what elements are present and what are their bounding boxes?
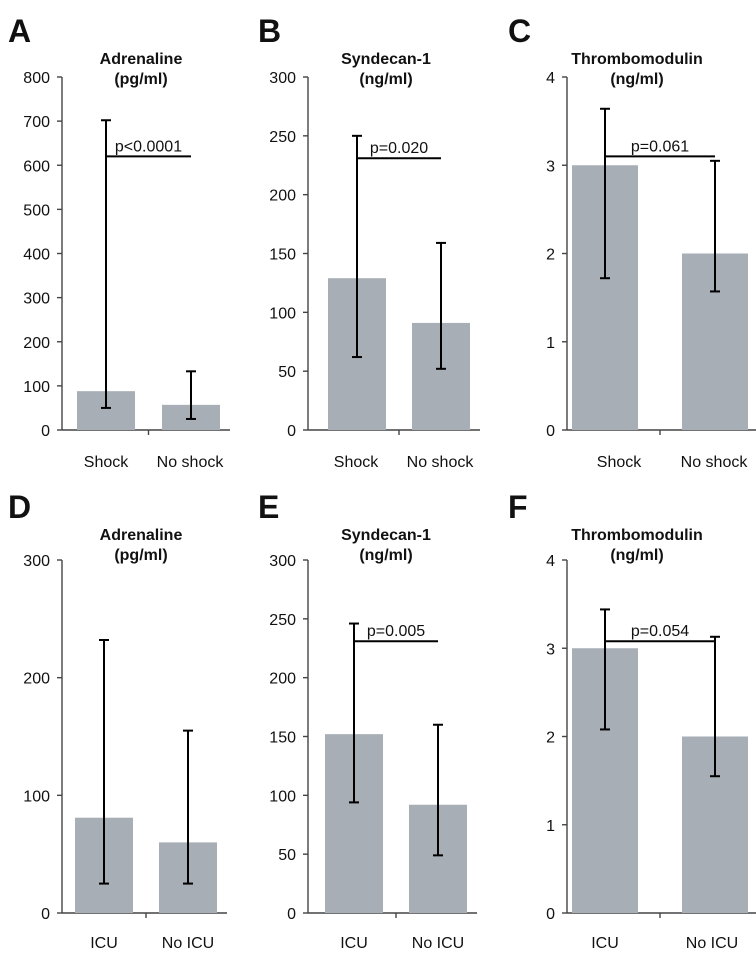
y-tick-label-e: 50 <box>278 847 296 864</box>
y-tick-label-b: 100 <box>269 305 296 322</box>
y-tick-label-b: 0 <box>287 423 296 440</box>
category-label-b-1: Shock <box>334 454 379 471</box>
y-tick-label-b: 300 <box>269 70 296 87</box>
y-tick-label-d: 300 <box>23 553 50 570</box>
category-label-a-2: No shock <box>157 454 225 471</box>
y-tick-label-e: 0 <box>287 906 296 923</box>
y-tick-label-d: 0 <box>41 906 50 923</box>
y-tick-label-a: 300 <box>23 291 50 308</box>
category-label-f-2: No ICU <box>686 935 738 952</box>
y-tick-label-f: 4 <box>546 553 555 570</box>
y-tick-label-a: 600 <box>23 158 50 175</box>
chart-unit-c: (ng/ml) <box>610 71 663 88</box>
y-tick-label-f: 3 <box>546 641 555 658</box>
y-tick-label-d: 200 <box>23 671 50 688</box>
chart-title-b: Syndecan-1 <box>341 51 431 68</box>
y-tick-label-a: 400 <box>23 247 50 264</box>
panel-f: F Thrombomodulin (ng/ml) 0 1 2 3 4 ICU No ICU p=0.… <box>508 489 756 952</box>
y-tick-label-a: 800 <box>23 70 50 87</box>
p-value-label-e: p=0.005 <box>367 623 425 640</box>
y-tick-label-c: 4 <box>546 70 555 87</box>
category-label-c-2: No shock <box>681 454 749 471</box>
chart-unit-d: (pg/ml) <box>114 547 167 564</box>
y-tick-label-a: 700 <box>23 114 50 131</box>
p-value-label-c: p=0.061 <box>631 138 689 155</box>
chart-title-c: Thrombomodulin <box>571 51 703 68</box>
y-tick-label-f: 2 <box>546 730 555 747</box>
chart-title-e: Syndecan-1 <box>341 527 431 544</box>
panel-d: D Adrenaline (pg/ml) 0 100 200 300 ICU No ICU <box>8 489 227 952</box>
y-tick-label-a: 0 <box>41 423 50 440</box>
y-tick-label-e: 250 <box>269 612 296 629</box>
y-tick-label-e: 300 <box>269 553 296 570</box>
y-tick-label-f: 0 <box>546 906 555 923</box>
p-value-label-f: p=0.054 <box>631 623 689 640</box>
category-label-a-1: Shock <box>84 454 129 471</box>
panel-letter-f: F <box>508 489 528 525</box>
panel-e: E Syndecan-1 (ng/ml) 0 50 100 150 200 250 300 ICU N… <box>258 489 477 952</box>
category-label-b-2: No shock <box>407 454 475 471</box>
panel-letter-c: C <box>508 13 531 49</box>
y-tick-label-c: 0 <box>546 423 555 440</box>
y-tick-label-c: 2 <box>546 247 555 264</box>
y-tick-label-d: 100 <box>23 788 50 805</box>
y-tick-label-a: 100 <box>23 379 50 396</box>
panel-b: B Syndecan-1 (ng/ml) 0 50 100 150 200 250 300 Shoc… <box>258 13 480 471</box>
y-tick-label-b: 50 <box>278 364 296 381</box>
y-tick-label-a: 200 <box>23 335 50 352</box>
panel-letter-d: D <box>8 489 31 525</box>
category-label-d-1: ICU <box>90 935 118 952</box>
panel-letter-b: B <box>258 13 281 49</box>
p-value-label-b: p=0.020 <box>370 140 428 157</box>
chart-unit-b: (ng/ml) <box>359 71 412 88</box>
panel-letter-a: A <box>8 13 31 49</box>
panel-letter-e: E <box>258 489 279 525</box>
y-tick-label-a: 500 <box>23 202 50 219</box>
y-tick-label-e: 150 <box>269 730 296 747</box>
y-tick-label-e: 200 <box>269 671 296 688</box>
y-tick-label-b: 150 <box>269 247 296 264</box>
category-label-f-1: ICU <box>591 935 619 952</box>
chart-unit-a: (pg/ml) <box>114 71 167 88</box>
chart-title-a: Adrenaline <box>100 51 183 68</box>
category-label-e-1: ICU <box>340 935 368 952</box>
panel-c: C Thrombomodulin (ng/ml) 0 1 2 3 4 Shock No shock… <box>508 13 756 471</box>
chart-unit-e: (ng/ml) <box>359 547 412 564</box>
y-tick-label-f: 1 <box>546 818 555 835</box>
chart-unit-f: (ng/ml) <box>610 547 663 564</box>
category-label-e-2: No ICU <box>412 935 464 952</box>
category-label-c-1: Shock <box>597 454 642 471</box>
category-label-d-2: No ICU <box>162 935 214 952</box>
y-tick-label-b: 200 <box>269 188 296 205</box>
chart-title-f: Thrombomodulin <box>571 527 703 544</box>
chart-title-d: Adrenaline <box>100 527 183 544</box>
panel-a: A Adrenaline (pg/ml) 0 100 200 300 400 500 600 700… <box>8 13 230 471</box>
y-tick-label-e: 100 <box>269 788 296 805</box>
y-tick-label-c: 3 <box>546 158 555 175</box>
y-tick-label-c: 1 <box>546 335 555 352</box>
p-value-label-a: p<0.0001 <box>115 138 182 155</box>
y-tick-label-b: 250 <box>269 129 296 146</box>
